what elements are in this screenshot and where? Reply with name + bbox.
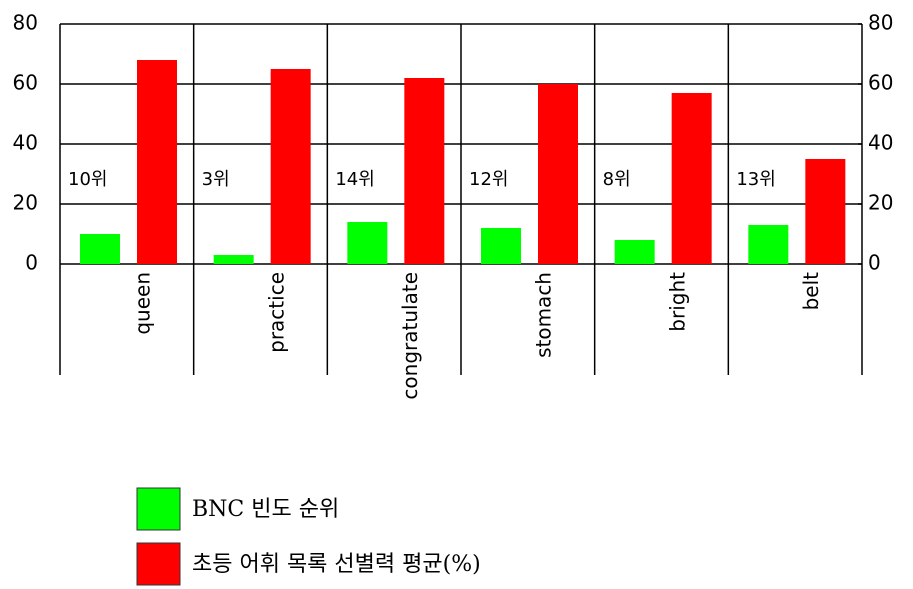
bar xyxy=(80,234,120,264)
y-tick-label: 0 xyxy=(25,251,38,275)
bar xyxy=(538,84,578,264)
value-label: 8위 xyxy=(603,169,631,190)
bar xyxy=(481,228,521,264)
bar xyxy=(748,225,789,264)
legend-swatch xyxy=(136,487,181,531)
bar xyxy=(270,69,311,264)
y-tick-label: 60 xyxy=(13,71,38,95)
y2-tick-label: 80 xyxy=(868,11,893,35)
x-tick-label: stomach xyxy=(532,272,556,358)
x-tick-label: queen xyxy=(131,272,155,335)
value-label: 10위 xyxy=(68,169,107,190)
y-tick-label: 80 xyxy=(13,11,38,35)
x-tick-label: practice xyxy=(264,272,288,353)
x-tick-label: congratulate xyxy=(398,272,422,400)
x-tick-label: bright xyxy=(665,272,689,332)
bar xyxy=(347,222,388,264)
value-label: 13위 xyxy=(736,169,775,190)
y-tick-label: 40 xyxy=(13,131,38,155)
legend-label: BNC 빈도 순위 xyxy=(192,497,339,522)
value-label: 3위 xyxy=(202,169,230,190)
y2-tick-label: 40 xyxy=(868,131,893,155)
value-label: 12위 xyxy=(469,169,508,190)
y-tick-label: 20 xyxy=(13,191,38,215)
value-label: 14위 xyxy=(335,169,374,190)
bar xyxy=(805,159,846,264)
legend-label: 초등 어휘 목록 선별력 평균(%) xyxy=(192,552,481,577)
legend-swatch xyxy=(136,542,181,586)
y2-tick-label: 60 xyxy=(868,71,893,95)
x-tick-label: belt xyxy=(799,272,823,311)
bar xyxy=(213,255,254,264)
y2-tick-label: 20 xyxy=(868,191,893,215)
y2-tick-label: 0 xyxy=(868,251,881,275)
bar xyxy=(404,78,445,264)
bar xyxy=(614,240,655,264)
bar xyxy=(671,93,712,264)
bar xyxy=(137,60,177,264)
